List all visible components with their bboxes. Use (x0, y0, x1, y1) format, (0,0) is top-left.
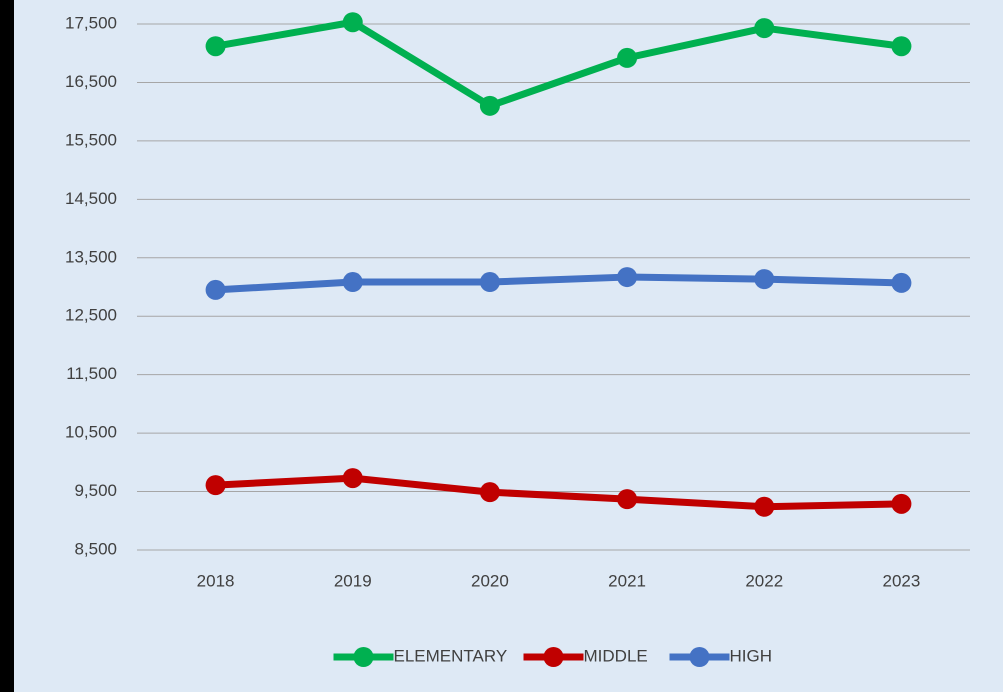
x-tick-label: 2021 (608, 571, 646, 590)
legend-label: HIGH (730, 646, 773, 665)
y-tick-label: 17,500 (65, 13, 117, 32)
y-tick-label: 8,500 (74, 539, 117, 558)
y-tick-label: 10,500 (65, 423, 117, 442)
legend-marker (543, 647, 564, 667)
series-marker (617, 489, 638, 510)
series-marker (342, 272, 363, 293)
x-tick-label: 2022 (745, 571, 783, 590)
series-marker (891, 493, 912, 514)
series-marker (479, 272, 500, 293)
y-tick-label: 13,500 (65, 247, 117, 266)
legend-marker (353, 647, 374, 667)
series-marker (754, 18, 775, 39)
series-marker (479, 482, 500, 503)
y-tick-label: 9,500 (74, 481, 117, 500)
series-marker (754, 269, 775, 290)
x-tick-label: 2023 (883, 571, 921, 590)
series-marker (205, 279, 226, 300)
y-tick-label: 12,500 (65, 306, 117, 325)
x-tick-label: 2018 (197, 571, 235, 590)
series-marker (754, 496, 775, 517)
series-marker (205, 475, 226, 496)
legend-label: ELEMENTARY (394, 646, 508, 665)
x-tick-label: 2020 (471, 571, 509, 590)
series-marker (342, 468, 363, 489)
series-marker (617, 267, 638, 288)
series-marker (342, 12, 363, 33)
y-tick-label: 16,500 (65, 72, 117, 91)
series-marker (205, 36, 226, 57)
series-line (215, 273, 902, 294)
legend-marker (689, 647, 710, 667)
y-tick-label: 11,500 (66, 364, 117, 383)
y-tick-label: 14,500 (65, 189, 117, 208)
series-marker (617, 47, 638, 68)
left-border (0, 0, 14, 692)
legend-label: MIDDLE (584, 646, 648, 665)
x-tick-label: 2019 (334, 571, 372, 590)
series-line (214, 18, 902, 110)
series-marker (891, 36, 912, 57)
series-marker (891, 272, 912, 293)
series-line (215, 474, 902, 511)
y-tick-label: 15,500 (65, 130, 117, 149)
series-marker (479, 95, 500, 116)
